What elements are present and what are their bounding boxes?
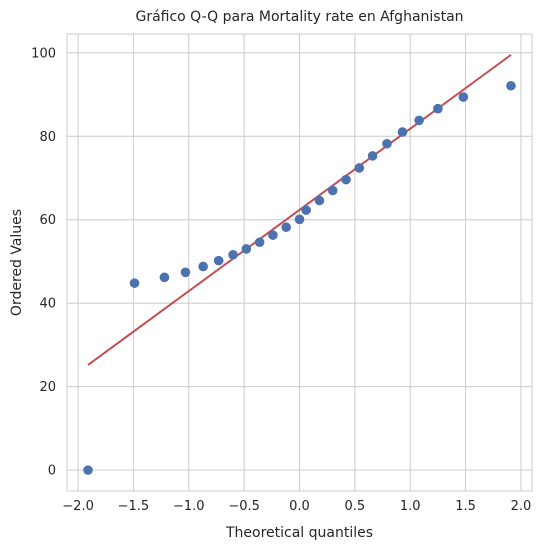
y-tick-label: 20 (39, 380, 56, 395)
data-point (83, 465, 93, 475)
x-tick-label: −1.0 (173, 499, 205, 514)
y-axis-label: Ordered Values (9, 209, 25, 316)
data-point (129, 278, 140, 288)
data-point (213, 255, 224, 266)
data-point (198, 261, 208, 272)
data-point (228, 249, 238, 260)
data-point (268, 230, 278, 240)
x-tick-label: −1.5 (118, 499, 150, 514)
x-tick-label: 0.0 (289, 499, 310, 514)
x-tick-label: 1.5 (455, 499, 476, 514)
data-point (367, 151, 378, 161)
data-point (382, 138, 392, 149)
data-point (397, 127, 408, 137)
x-tick-label: 2.0 (511, 499, 532, 514)
y-tick-label: 0 (48, 464, 56, 479)
data-layer (83, 54, 516, 475)
data-point (414, 115, 424, 126)
data-point (327, 185, 338, 196)
data-point (354, 163, 365, 173)
y-tick-label: 40 (39, 297, 56, 312)
y-tick-label: 80 (39, 130, 56, 145)
x-tick-label: −0.5 (228, 499, 260, 514)
data-point (506, 80, 516, 91)
data-point (314, 195, 325, 206)
data-point (341, 174, 351, 185)
plot-area-frame (66, 33, 533, 492)
chart-title: Gráfico Q-Q para Mortality rate en Afgha… (135, 9, 463, 25)
data-point (458, 92, 469, 102)
data-point (281, 222, 292, 233)
x-tick-label: 1.0 (400, 499, 421, 514)
data-point (433, 103, 443, 114)
data-point (159, 272, 170, 283)
data-point (301, 205, 311, 215)
y-tick-label: 60 (39, 213, 56, 228)
tick-labels: −2.0 −1.5 −1.0 −0.5 0.0 0.5 1.0 1.5 2.0 0 20 40 60 80… (31, 46, 531, 514)
data-point (294, 214, 305, 225)
x-axis-label: Theoretical quantiles (225, 525, 373, 541)
data-point (180, 267, 191, 278)
x-tick-label: 0.5 (345, 499, 366, 514)
x-tick-label: −2.0 (62, 499, 94, 514)
data-point (241, 244, 252, 254)
y-tick-label: 100 (31, 46, 56, 61)
data-point (254, 237, 265, 248)
